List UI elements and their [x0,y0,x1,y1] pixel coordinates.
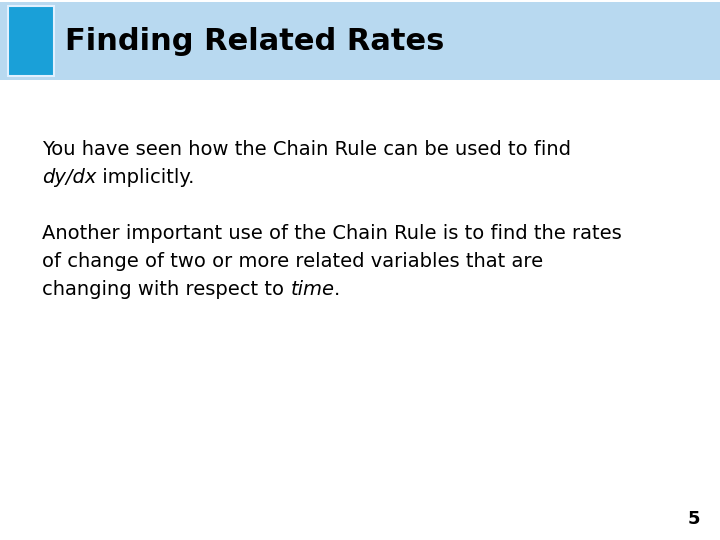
Text: You have seen how the Chain Rule can be used to find: You have seen how the Chain Rule can be … [42,140,571,159]
Text: 5: 5 [688,510,700,528]
Text: dy/dx: dy/dx [42,168,96,187]
Bar [0,2,720,80]
Text: time: time [290,280,334,299]
Text: Another important use of the Chain Rule is to find the rates: Another important use of the Chain Rule … [42,224,622,243]
FancyBboxPatch shape [8,6,54,76]
Text: implicitly.: implicitly. [96,168,194,187]
Text: Finding Related Rates: Finding Related Rates [65,26,444,56]
Text: of change of two or more related variables that are: of change of two or more related variabl… [42,252,543,271]
Text: changing with respect to: changing with respect to [42,280,290,299]
Text: .: . [334,280,341,299]
